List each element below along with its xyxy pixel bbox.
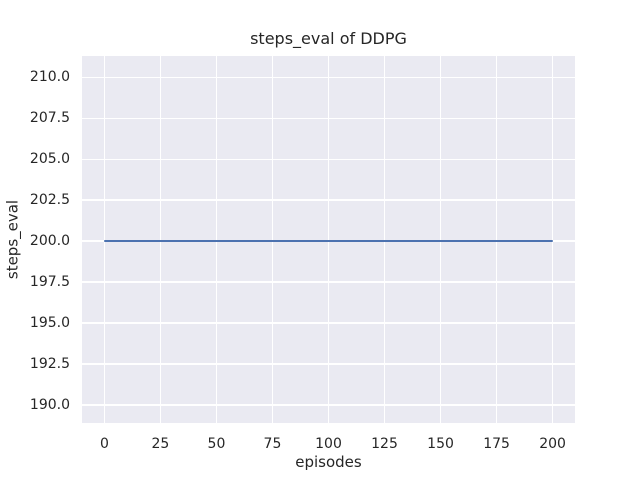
gridline-horizontal xyxy=(82,281,575,283)
gridline-vertical xyxy=(271,56,274,423)
gridline-vertical xyxy=(495,56,498,423)
y-tick-label: 197.5 xyxy=(29,274,70,291)
y-tick-label: 200.0 xyxy=(29,233,70,250)
gridline-horizontal xyxy=(82,199,575,201)
y-tick-label: 207.5 xyxy=(29,110,70,127)
x-tick-label: 125 xyxy=(371,436,398,452)
gridline-vertical xyxy=(215,56,218,423)
gridline-horizontal xyxy=(82,322,575,324)
x-tick-label: 200 xyxy=(539,436,566,452)
gridline-vertical xyxy=(439,56,442,423)
y-tick-label: 210.0 xyxy=(29,69,70,86)
data-line-ddpg xyxy=(104,240,553,243)
x-tick-label: 100 xyxy=(315,436,342,452)
y-tick-label: 195.0 xyxy=(29,315,70,332)
x-tick-label: 150 xyxy=(427,436,454,452)
y-tick-label: 205.0 xyxy=(29,151,70,168)
gridline-horizontal xyxy=(82,76,575,78)
y-tick-label: 190.0 xyxy=(29,396,70,413)
gridline-vertical xyxy=(327,56,330,423)
x-tick-label: 75 xyxy=(263,436,282,452)
x-tick-label: 0 xyxy=(99,436,109,452)
y-tick-label: 192.5 xyxy=(29,356,70,373)
gridline-vertical xyxy=(551,56,554,423)
x-tick-label: 50 xyxy=(207,436,226,452)
gridline-horizontal xyxy=(82,404,575,406)
gridline-vertical xyxy=(383,56,386,423)
gridline-vertical xyxy=(103,56,106,423)
x-tick-label: 175 xyxy=(483,436,510,452)
gridline-horizontal xyxy=(82,158,575,160)
chart-title: steps_eval of DDPG xyxy=(250,29,407,48)
y-tick-label: 202.5 xyxy=(29,192,70,209)
gridline-horizontal xyxy=(82,117,575,119)
gridline-horizontal xyxy=(82,363,575,365)
x-axis-label: episodes xyxy=(295,453,362,471)
x-tick-label: 25 xyxy=(151,436,170,452)
plot-area xyxy=(82,56,575,423)
gridline-vertical xyxy=(159,56,162,423)
